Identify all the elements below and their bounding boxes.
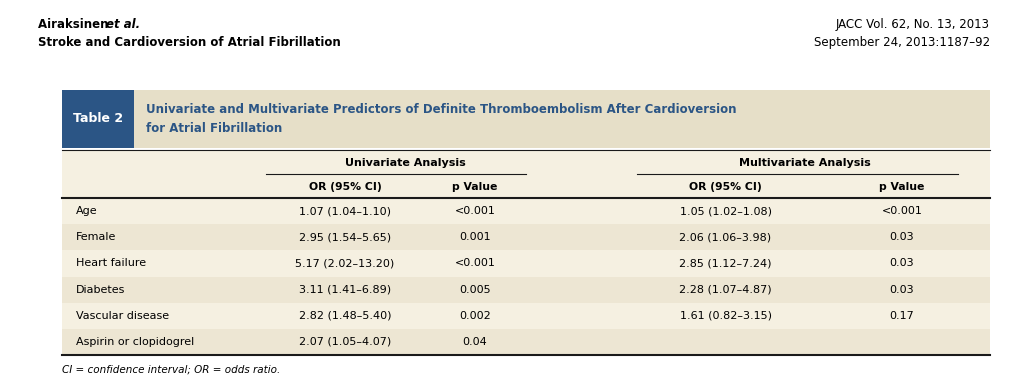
Text: 2.95 (1.54–5.65): 2.95 (1.54–5.65)	[299, 232, 391, 242]
Text: 2.85 (1.12–7.24): 2.85 (1.12–7.24)	[679, 259, 772, 268]
Text: 1.05 (1.02–1.08): 1.05 (1.02–1.08)	[680, 206, 771, 216]
Text: Aspirin or clopidogrel: Aspirin or clopidogrel	[76, 337, 195, 347]
Text: 0.17: 0.17	[890, 311, 914, 321]
Text: JACC Vol. 62, No. 13, 2013: JACC Vol. 62, No. 13, 2013	[836, 18, 990, 31]
Bar	[62, 277, 990, 303]
Text: <0.001: <0.001	[455, 259, 496, 268]
Text: 3.11 (1.41–6.89): 3.11 (1.41–6.89)	[299, 285, 391, 294]
Text: Airaksinen: Airaksinen	[38, 18, 113, 31]
Text: 2.28 (1.07–4.87): 2.28 (1.07–4.87)	[679, 285, 772, 294]
Text: 0.03: 0.03	[890, 259, 914, 268]
Text: Age: Age	[76, 206, 97, 216]
Bar	[62, 329, 990, 355]
Bar	[62, 224, 990, 250]
Text: 2.07 (1.05–4.07): 2.07 (1.05–4.07)	[299, 337, 391, 347]
Text: Diabetes: Diabetes	[76, 285, 125, 294]
Text: et al.: et al.	[106, 18, 140, 31]
Bar	[62, 250, 990, 277]
Text: Multivariate Analysis: Multivariate Analysis	[738, 158, 870, 168]
Bar	[62, 303, 990, 329]
Text: September 24, 2013:1187–92: September 24, 2013:1187–92	[814, 36, 990, 49]
Text: CI = confidence interval; OR = odds ratio.: CI = confidence interval; OR = odds rati…	[62, 365, 281, 375]
Text: Univariate Analysis: Univariate Analysis	[345, 158, 466, 168]
Bar	[134, 90, 990, 148]
Text: 0.002: 0.002	[459, 311, 490, 321]
Text: 0.04: 0.04	[463, 337, 487, 347]
Text: <0.001: <0.001	[882, 206, 923, 216]
Text: 0.005: 0.005	[459, 285, 490, 294]
Text: Female: Female	[76, 232, 117, 242]
Text: Vascular disease: Vascular disease	[76, 311, 169, 321]
Text: Stroke and Cardioversion of Atrial Fibrillation: Stroke and Cardioversion of Atrial Fibri…	[38, 36, 341, 49]
Bar	[62, 90, 134, 148]
Text: 1.07 (1.04–1.10): 1.07 (1.04–1.10)	[299, 206, 391, 216]
Text: 0.001: 0.001	[459, 232, 490, 242]
Text: 0.03: 0.03	[890, 285, 914, 294]
Text: p Value: p Value	[880, 182, 925, 192]
Bar	[62, 150, 990, 355]
Text: 0.03: 0.03	[890, 232, 914, 242]
Bar	[62, 198, 990, 224]
Text: p Value: p Value	[453, 182, 498, 192]
Text: 2.82 (1.48–5.40): 2.82 (1.48–5.40)	[299, 311, 391, 321]
Text: Heart failure: Heart failure	[76, 259, 146, 268]
Text: 2.06 (1.06–3.98): 2.06 (1.06–3.98)	[680, 232, 771, 242]
Text: OR (95% CI): OR (95% CI)	[308, 182, 381, 192]
Text: OR (95% CI): OR (95% CI)	[689, 182, 762, 192]
Text: Table 2: Table 2	[73, 112, 123, 126]
Text: Univariate and Multivariate Predictors of Definite Thromboembolism After Cardiov: Univariate and Multivariate Predictors o…	[146, 103, 736, 135]
Text: 1.61 (0.82–3.15): 1.61 (0.82–3.15)	[680, 311, 771, 321]
Text: <0.001: <0.001	[455, 206, 496, 216]
Text: 5.17 (2.02–13.20): 5.17 (2.02–13.20)	[295, 259, 394, 268]
